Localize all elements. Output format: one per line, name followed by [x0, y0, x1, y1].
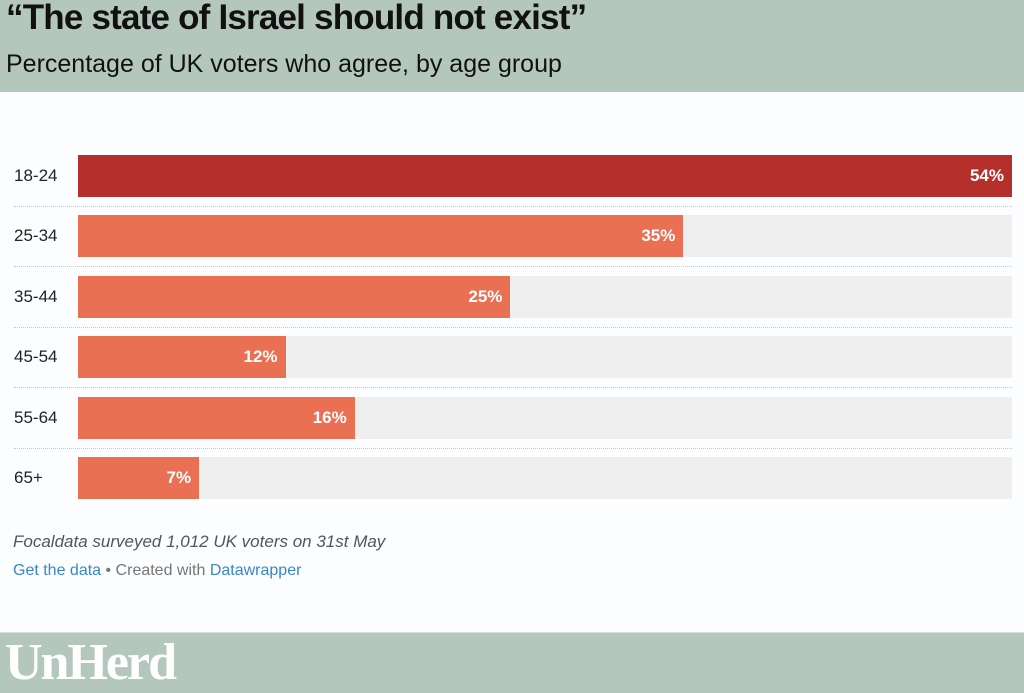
value-label: 16%	[312, 407, 347, 427]
category-label: 18-24	[14, 166, 58, 185]
category-label: 25-34	[14, 226, 58, 246]
bar-chart: 18-24 54% 25-34 35% 35-44 25% 45-54 12% 55-64 16%…	[0, 92, 1024, 522]
bar: 12%	[78, 336, 286, 379]
category-label: 45-54	[14, 347, 58, 367]
chart-title: “The state of Israel should not exist”	[6, 0, 587, 37]
row-divider	[14, 387, 1012, 389]
row-divider	[14, 266, 1012, 268]
credits: Get the data • Created with Datawrapper	[13, 562, 301, 580]
value-label: 12%	[243, 347, 278, 367]
category-label: 55-64	[14, 407, 58, 427]
unherd-logo: UnHerd	[5, 634, 177, 691]
row-divider	[14, 206, 1012, 207]
bar-track: 12%	[78, 336, 1012, 379]
bar-track: 16%	[78, 396, 1012, 439]
value-label: 54%	[969, 166, 1004, 185]
datawrapper-link[interactable]: Datawrapper	[209, 562, 302, 579]
bar: 16%	[78, 396, 355, 439]
bar: 7%	[78, 457, 200, 499]
row-divider	[14, 447, 1012, 449]
value-label: 35%	[641, 226, 676, 246]
value-label: 25%	[468, 286, 503, 306]
source-note: Focaldata surveyed 1,012 UK voters on 31…	[13, 532, 386, 551]
value-label: 7%	[166, 468, 192, 487]
footer-band: UnHerd	[0, 632, 1024, 693]
bar-track: 25%	[78, 275, 1012, 318]
bar-track: 35%	[78, 215, 1012, 258]
bar-track: 7%	[78, 457, 1012, 499]
bar: 54%	[78, 155, 1012, 197]
header: “The state of Israel should not exist” P…	[0, 0, 1024, 92]
bar-track: 54%	[78, 155, 1012, 197]
credits-separator: • Created with	[101, 562, 210, 579]
bar: 35%	[78, 215, 684, 258]
category-label: 35-44	[14, 286, 58, 306]
category-label: 65+	[14, 468, 43, 487]
get-the-data-link[interactable]: Get the data	[13, 562, 102, 579]
row-divider	[14, 326, 1012, 328]
bar: 25%	[78, 275, 511, 318]
chart-subtitle: Percentage of UK voters who agree, by ag…	[6, 50, 562, 78]
